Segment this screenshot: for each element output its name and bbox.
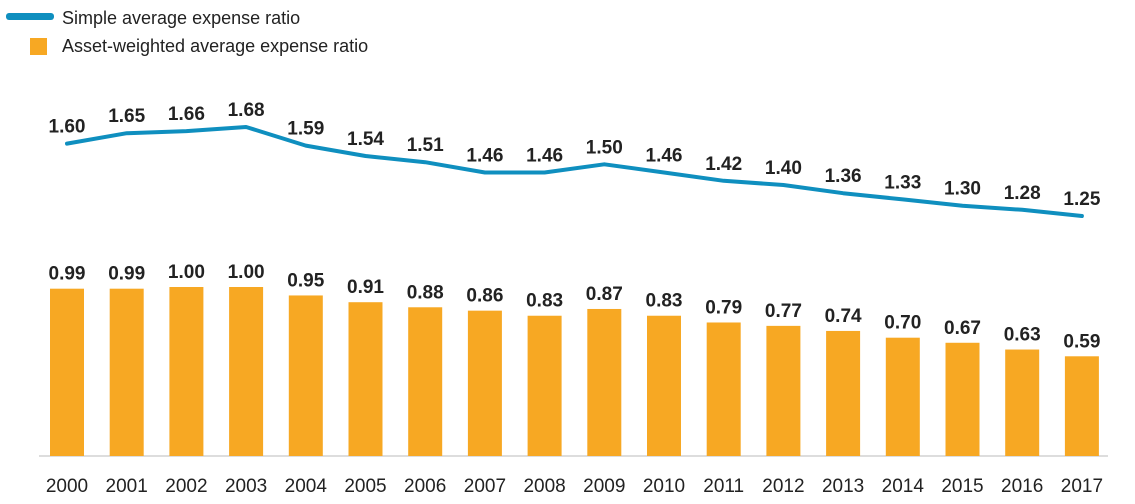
x-tick-label-2005: 2005 (344, 476, 386, 497)
x-tick-label-2008: 2008 (523, 476, 565, 497)
bar-value-label-2007: 0.86 (466, 286, 503, 307)
line-value-label-2000: 1.60 (49, 117, 86, 138)
x-tick-label-2009: 2009 (583, 476, 625, 497)
legend-bar-label: Asset-weighted average expense ratio (62, 36, 368, 56)
x-tick-label-2007: 2007 (464, 476, 506, 497)
bar-2003 (229, 287, 264, 456)
x-tick-label-2015: 2015 (941, 476, 983, 497)
line-value-label-2004: 1.59 (287, 119, 324, 140)
line-value-label-2010: 1.46 (646, 146, 683, 167)
bar-2017 (1064, 356, 1099, 456)
bar-value-label-2006: 0.88 (407, 282, 444, 303)
bar-2004 (288, 295, 323, 456)
line-value-label-2008: 1.46 (526, 146, 563, 167)
bar-value-label-2002: 1.00 (168, 262, 205, 283)
x-tick-label-2011: 2011 (703, 476, 744, 497)
bar-value-label-2015: 0.67 (944, 318, 981, 339)
x-tick-label-2017: 2017 (1061, 476, 1103, 497)
legend-line-swatch (6, 13, 54, 20)
line-simple-average (65, 125, 1084, 218)
line-value-label-2005: 1.54 (347, 129, 384, 150)
x-tick-label-2012: 2012 (762, 476, 804, 497)
bar-2000 (50, 288, 84, 456)
bar-2006 (408, 307, 443, 456)
x-tick-label-2014: 2014 (882, 476, 925, 497)
bar-2010 (647, 315, 681, 456)
line-value-label-2014: 1.33 (884, 172, 921, 193)
bar-2016 (1005, 349, 1040, 456)
bar-2011 (706, 322, 741, 456)
bar-labels: 0.99 0.99 1.00 1.00 0.95 0.91 0.88 0.86 0.83 0.87… (49, 262, 1101, 352)
bar-value-label-2009: 0.87 (586, 284, 623, 305)
bar-2015 (945, 342, 980, 456)
legend: Simple average expense ratio Asset-weigh… (6, 8, 368, 56)
x-tick-label-2002: 2002 (165, 476, 207, 497)
bar-value-label-2016: 0.63 (1004, 325, 1041, 346)
line-value-label-2003: 1.68 (228, 100, 265, 121)
bar-value-label-2010: 0.83 (646, 291, 683, 312)
x-tick-label-2016: 2016 (1001, 476, 1043, 497)
legend-bar-swatch (30, 38, 47, 55)
line-value-label-2016: 1.28 (1004, 183, 1041, 204)
x-tick-label-2003: 2003 (225, 476, 267, 497)
line-value-label-2002: 1.66 (168, 104, 205, 125)
line-value-label-2013: 1.36 (825, 166, 862, 187)
bar-value-label-2008: 0.83 (526, 291, 563, 312)
bar-value-label-2017: 0.59 (1063, 331, 1100, 352)
x-tick-label-2006: 2006 (404, 476, 446, 497)
x-tick-label-2000: 2000 (46, 476, 88, 497)
x-axis-ticks: 2000 2001 2002 2003 2004 2005 2006 2007 2008 2009… (46, 476, 1103, 497)
line-value-label-2017: 1.25 (1063, 189, 1100, 210)
x-tick-label-2004: 2004 (285, 476, 328, 497)
bar-2001 (109, 288, 144, 456)
bar-value-label-2011: 0.79 (705, 297, 742, 318)
bar-2012 (766, 325, 801, 456)
bar-value-label-2004: 0.95 (287, 270, 324, 291)
line-series (65, 125, 1084, 218)
bar-value-label-2000: 0.99 (49, 264, 86, 285)
bar-value-label-2013: 0.74 (825, 306, 862, 327)
bar-2013 (826, 330, 861, 456)
x-tick-label-2001: 2001 (106, 476, 148, 497)
line-value-label-2009: 1.50 (586, 137, 623, 158)
x-tick-label-2010: 2010 (643, 476, 685, 497)
bar-value-label-2003: 1.00 (228, 262, 265, 283)
bar-2007 (467, 310, 502, 456)
line-labels: 1.60 1.65 1.66 1.68 1.59 1.54 1.51 1.46 1.46 1.50… (49, 100, 1101, 210)
legend-line-label: Simple average expense ratio (62, 8, 300, 28)
line-value-label-2001: 1.65 (108, 106, 145, 127)
bar-2009 (587, 308, 622, 456)
line-value-label-2011: 1.42 (705, 154, 742, 175)
bar-2005 (348, 302, 383, 456)
line-value-label-2007: 1.46 (466, 146, 503, 167)
bar-value-label-2014: 0.70 (884, 313, 921, 334)
bar-2014 (885, 337, 920, 456)
bar-value-label-2005: 0.91 (347, 277, 384, 298)
bar-2008 (527, 315, 562, 456)
line-value-label-2015: 1.30 (944, 179, 981, 200)
line-value-label-2006: 1.51 (407, 135, 444, 156)
line-value-label-2012: 1.40 (765, 158, 802, 179)
bar-2002 (169, 287, 204, 456)
bar-value-label-2001: 0.99 (108, 264, 145, 285)
x-tick-label-2013: 2013 (822, 476, 864, 497)
bar-value-label-2012: 0.77 (765, 301, 802, 322)
bars (50, 287, 1099, 456)
